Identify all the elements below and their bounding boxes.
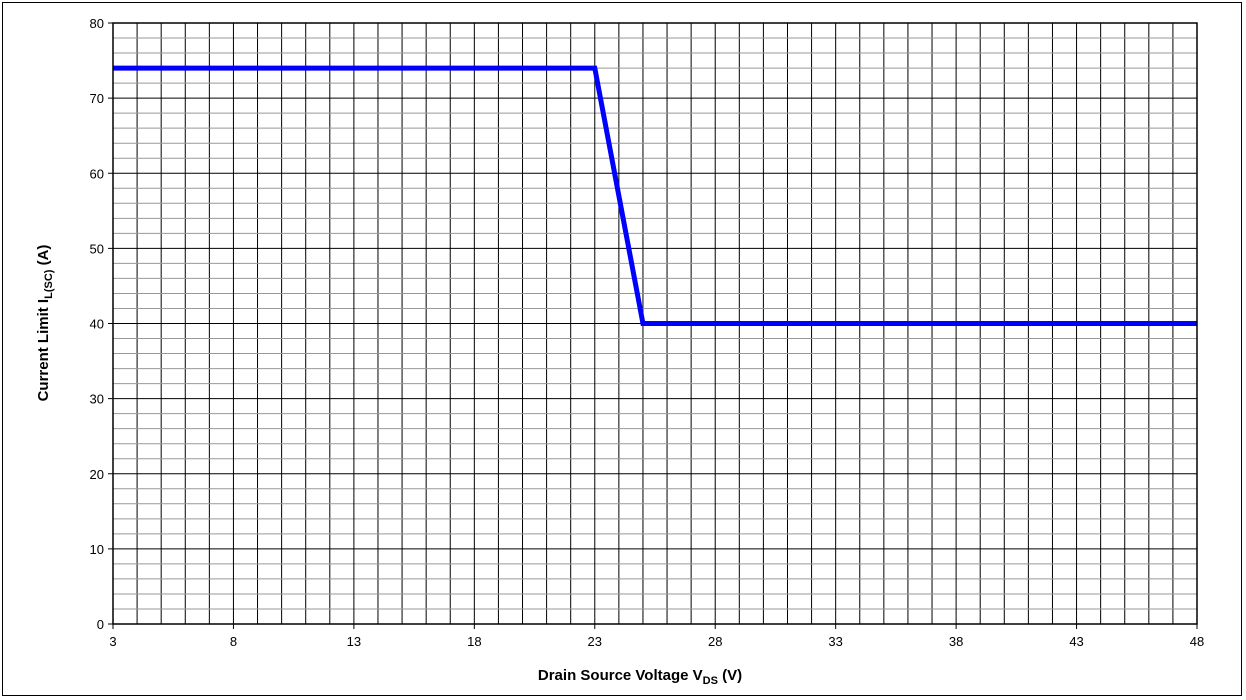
y-tick-label: 80	[90, 16, 104, 31]
x-tick-label: 28	[708, 634, 722, 649]
series-line-1	[113, 68, 1197, 323]
x-tick-label: 8	[230, 634, 237, 649]
series-layer	[113, 68, 1197, 323]
y-tick-label: 60	[90, 166, 104, 181]
y-tick-label: 70	[90, 91, 104, 106]
x-tick-label: 3	[109, 634, 116, 649]
x-axis-ticks: 3 8 13 18 23 28 33 38 43 48	[109, 624, 1204, 649]
y-axis-title-tail: (A)	[35, 245, 52, 270]
x-axis-title: Drain Source Voltage VDS (V)	[538, 667, 742, 687]
y-tick-label: 50	[90, 241, 104, 256]
x-axis-title-subscript: DS	[703, 675, 718, 687]
y-axis-ticks: 0 10 20 30 40 50 60 70 80	[90, 16, 113, 632]
x-tick-label: 18	[467, 634, 481, 649]
x-tick-label: 23	[588, 634, 602, 649]
y-axis-title: Current Limit IL(SC) (A)	[35, 245, 55, 402]
y-axis-title-main: Current Limit I	[35, 299, 52, 402]
x-tick-label: 48	[1190, 634, 1204, 649]
x-tick-label: 43	[1069, 634, 1083, 649]
x-axis-title-main: Drain Source Voltage V	[538, 667, 703, 684]
x-tick-label: 13	[347, 634, 361, 649]
x-tick-label: 33	[828, 634, 842, 649]
y-tick-label: 10	[90, 542, 104, 557]
y-tick-label: 40	[90, 317, 104, 332]
y-tick-label: 30	[90, 392, 104, 407]
y-tick-label: 0	[97, 617, 104, 632]
x-axis-title-tail: (V)	[718, 667, 742, 684]
x-tick-label: 38	[949, 634, 963, 649]
y-axis-title-subscript: L(SC)	[43, 269, 55, 299]
y-tick-label: 20	[90, 467, 104, 482]
